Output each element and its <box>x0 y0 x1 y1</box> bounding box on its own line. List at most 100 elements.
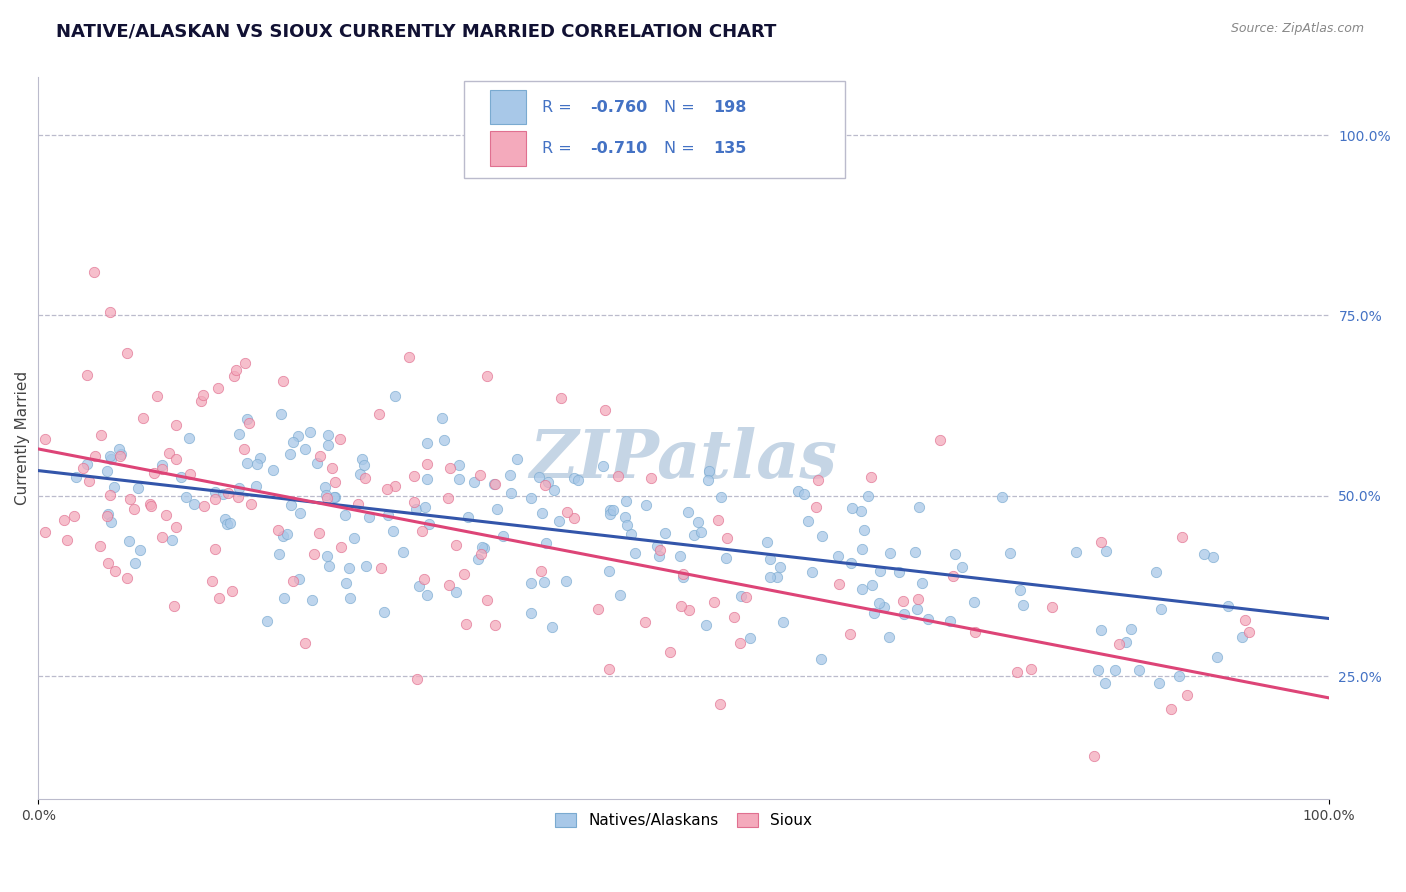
Point <box>534 478 557 492</box>
Text: NATIVE/ALASKAN VS SIOUX CURRENTLY MARRIED CORRELATION CHART: NATIVE/ALASKAN VS SIOUX CURRENTLY MARRIE… <box>56 22 776 40</box>
Point <box>991 491 1014 505</box>
Point <box>256 614 278 628</box>
Point <box>1094 676 1116 690</box>
Point <box>143 466 166 480</box>
Point <box>217 516 239 531</box>
Point <box>449 472 471 486</box>
Point <box>472 541 495 555</box>
Point <box>807 473 830 487</box>
Point <box>280 447 302 461</box>
Text: 198: 198 <box>713 100 747 114</box>
Point <box>416 472 439 486</box>
Point <box>163 599 186 613</box>
Point <box>323 475 346 489</box>
Point <box>730 589 752 603</box>
Point <box>228 426 250 441</box>
Point <box>851 582 873 596</box>
Point <box>411 524 433 538</box>
Point <box>283 435 305 450</box>
Point <box>492 529 515 543</box>
Point <box>146 389 169 403</box>
Point <box>204 542 226 557</box>
Point <box>592 458 614 473</box>
Point <box>586 602 609 616</box>
Point <box>634 498 657 512</box>
Point <box>392 544 415 558</box>
Point <box>236 456 259 470</box>
Point <box>165 451 187 466</box>
Point <box>1171 530 1194 544</box>
Point <box>160 533 183 547</box>
Point <box>598 564 620 578</box>
Point <box>98 449 121 463</box>
Point <box>62 508 84 523</box>
Point <box>696 473 718 487</box>
Point <box>697 464 720 478</box>
Point <box>1192 548 1215 562</box>
Point <box>353 458 375 472</box>
Point <box>318 438 340 452</box>
Point <box>124 556 146 570</box>
Point <box>709 697 731 711</box>
Point <box>354 559 377 574</box>
Point <box>322 491 344 505</box>
Point <box>1104 664 1126 678</box>
Point <box>599 507 621 521</box>
Point <box>65 470 87 484</box>
Point <box>245 478 267 492</box>
Point <box>34 433 56 447</box>
Point <box>877 630 900 644</box>
Point <box>288 572 311 586</box>
Point <box>226 490 249 504</box>
Point <box>418 516 440 531</box>
Point <box>339 591 361 605</box>
Point <box>217 486 239 500</box>
Point <box>124 502 146 516</box>
Point <box>851 541 873 556</box>
Point <box>1237 624 1260 639</box>
Point <box>117 571 139 585</box>
Point <box>352 451 374 466</box>
Point <box>939 614 962 628</box>
Point <box>235 356 257 370</box>
Point <box>402 494 425 508</box>
Point <box>1234 613 1257 627</box>
Point <box>1128 663 1150 677</box>
Point <box>810 652 832 666</box>
Point <box>430 411 453 425</box>
Point <box>405 501 427 516</box>
Point <box>616 494 638 508</box>
Point <box>562 470 585 484</box>
Point <box>346 498 368 512</box>
Point <box>384 479 406 493</box>
Point <box>648 542 671 557</box>
Point <box>550 391 572 405</box>
Point <box>337 561 360 575</box>
Point <box>170 470 193 484</box>
Point <box>1087 663 1109 677</box>
Point <box>772 615 794 629</box>
Point <box>654 526 676 541</box>
Point <box>659 645 682 659</box>
Point <box>150 462 173 476</box>
Point <box>1175 688 1198 702</box>
Point <box>853 523 876 537</box>
Point <box>1201 549 1223 564</box>
Point <box>204 485 226 500</box>
Point <box>413 572 436 586</box>
Point <box>294 442 316 457</box>
Text: R =: R = <box>541 141 576 156</box>
Point <box>104 564 127 578</box>
Point <box>270 407 292 421</box>
Point <box>273 591 295 605</box>
Point <box>1147 676 1170 690</box>
Point <box>413 500 436 515</box>
Point <box>368 407 391 421</box>
Point <box>839 556 862 570</box>
Point <box>797 514 820 528</box>
Point <box>1010 583 1032 598</box>
Point <box>233 442 256 457</box>
Point <box>676 505 699 519</box>
Point <box>165 418 187 433</box>
Point <box>470 467 492 482</box>
